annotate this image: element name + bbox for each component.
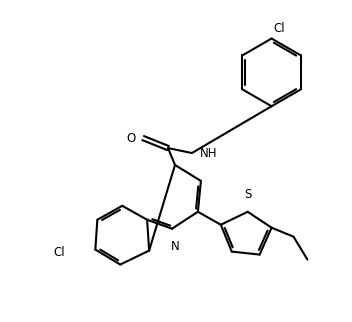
Text: S: S	[244, 188, 251, 201]
Text: NH: NH	[200, 147, 218, 159]
Text: N: N	[171, 240, 180, 253]
Text: O: O	[126, 132, 135, 145]
Text: Cl: Cl	[54, 246, 65, 259]
Text: Cl: Cl	[274, 22, 285, 35]
